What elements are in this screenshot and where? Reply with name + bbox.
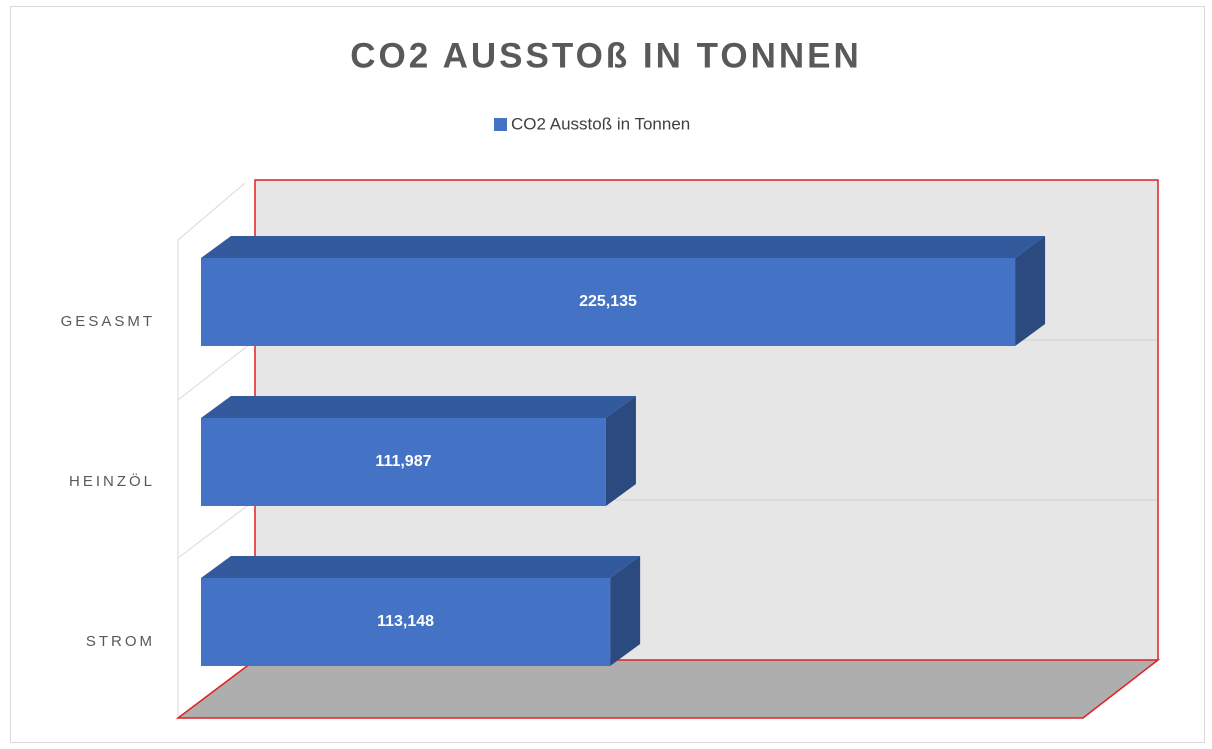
bar-side (1015, 236, 1046, 346)
bar-side (605, 396, 636, 506)
y-tick-label: GESASMT (61, 313, 155, 330)
y-tick-label: HEINZÖL (69, 472, 155, 490)
y-tick-label: STROM (86, 633, 155, 650)
bar-top (201, 556, 641, 578)
legend-swatch (494, 118, 507, 131)
bar-side (610, 556, 641, 666)
bar (201, 258, 1016, 346)
side-wall-line (177, 339, 256, 401)
bar (201, 418, 606, 506)
bar-top (201, 236, 1046, 258)
data-label: 111,987 (375, 453, 431, 470)
data-label: 113,148 (377, 613, 434, 630)
bar-top (201, 396, 636, 418)
chart-title: CO2 AUSSTOß IN TONNEN (350, 36, 862, 75)
floor (175, 659, 1161, 719)
legend-label: CO2 Ausstoß in Tonnen (511, 114, 690, 133)
data-label: 225,135 (579, 293, 637, 310)
legend: CO2 Ausstoß in Tonnen (494, 114, 690, 133)
bar (201, 578, 611, 666)
side-wall (177, 182, 246, 718)
side-wall-line (177, 499, 256, 559)
